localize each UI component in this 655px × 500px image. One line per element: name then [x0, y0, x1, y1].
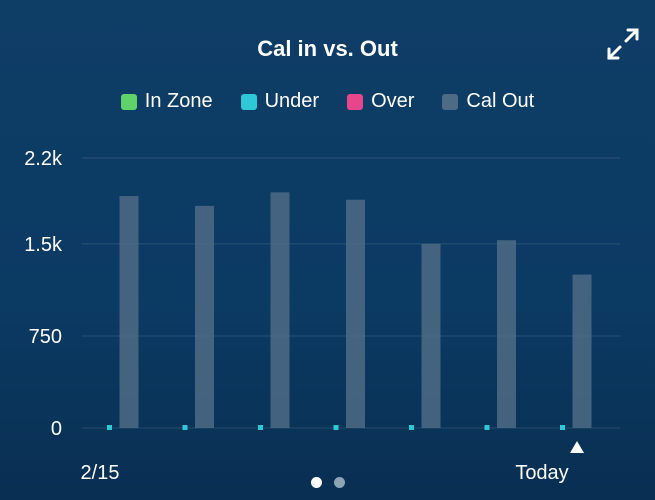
- bar-under: [484, 425, 490, 430]
- legend-label: In Zone: [144, 90, 213, 112]
- bar-under: [182, 425, 188, 430]
- page-indicator: [0, 477, 655, 488]
- page-dot-2[interactable]: [333, 477, 345, 488]
- bar-cal-out: [421, 243, 441, 428]
- legend-item-cal-out[interactable]: Cal Out: [442, 90, 534, 113]
- y-tick-label: 2.2k: [24, 148, 63, 170]
- legend-swatch-cal-out: [442, 93, 459, 110]
- bar-under: [560, 425, 565, 430]
- expand-arrows-icon[interactable]: [603, 24, 643, 64]
- bar-cal-out: [119, 196, 139, 428]
- legend-label: Under: [264, 90, 320, 112]
- chart-legend: In Zone Under Over Cal Out: [0, 90, 655, 113]
- y-tick-label: 1.5k: [24, 234, 63, 256]
- legend-swatch-over: [347, 93, 364, 110]
- y-tick-label: 750: [29, 326, 62, 348]
- legend-label: Cal Out: [466, 90, 535, 112]
- bar-under: [107, 425, 112, 430]
- chart-title: Cal in vs. Out: [257, 36, 398, 61]
- bar-under: [258, 425, 263, 430]
- legend-swatch-under: [240, 93, 257, 110]
- bar-under: [409, 425, 414, 430]
- bar-cal-out: [497, 240, 516, 428]
- legend-swatch-in-zone: [120, 93, 137, 110]
- bar-cal-out: [346, 199, 365, 428]
- bar-cal-out: [572, 274, 592, 428]
- y-tick-label: 0: [51, 418, 62, 440]
- triangle-up-icon: [570, 441, 584, 453]
- legend-item-over[interactable]: Over: [347, 90, 414, 113]
- bar-under: [333, 425, 339, 430]
- bar-cal-out: [195, 205, 214, 428]
- legend-label: Over: [371, 90, 415, 112]
- bar-cal-out: [270, 192, 290, 428]
- legend-item-in-zone[interactable]: In Zone: [120, 90, 213, 113]
- page-dot-1[interactable]: [310, 477, 322, 488]
- x-tick-label: Today: [515, 462, 568, 484]
- x-tick-label: 2/15: [81, 462, 120, 484]
- legend-item-under[interactable]: Under: [240, 90, 320, 113]
